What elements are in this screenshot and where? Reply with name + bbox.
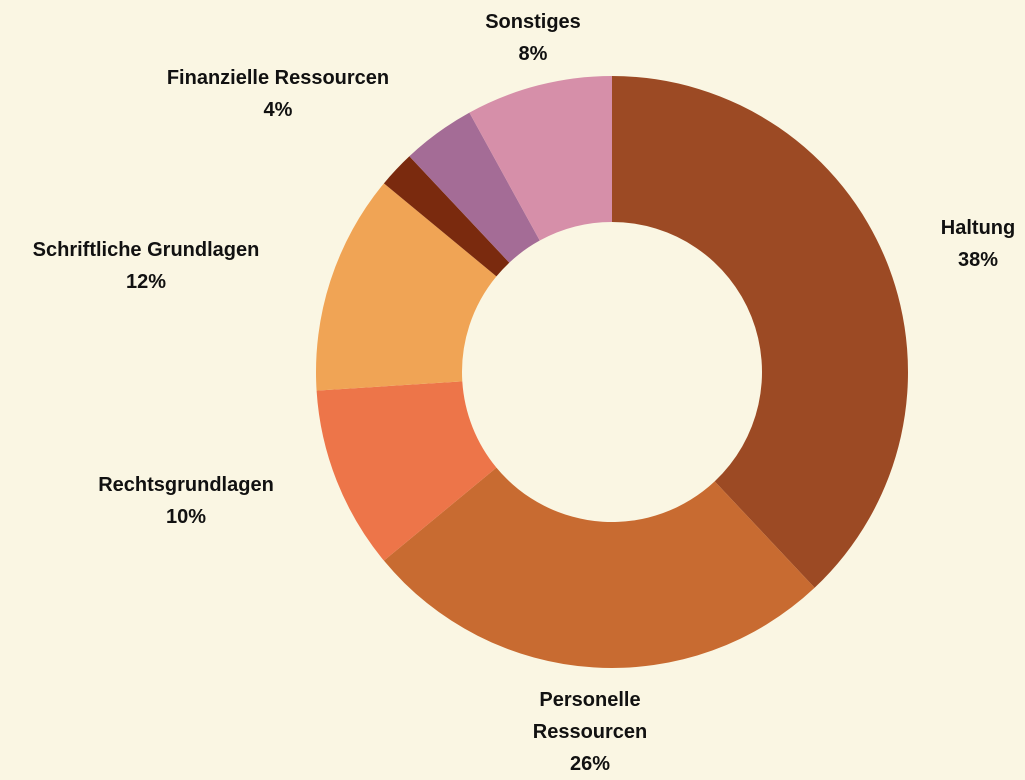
category-label: Schriftliche Grundlagen [32,239,260,261]
slice-label: Rechtsgrundlagen 10% [36,469,336,533]
category-label: Personelle Ressourcen [532,689,648,743]
donut-slice [469,76,612,241]
donut-slice [409,112,540,263]
category-label: Sonstiges [485,11,581,33]
slice-label: Haltung 38% [878,212,1025,276]
donut-slice [316,381,497,561]
value-label: 12% [125,271,167,293]
category-label: Rechtsgrundlagen [98,474,274,496]
value-label: 4% [263,99,293,121]
donut-slice [612,76,908,588]
value-label: 26% [569,753,611,775]
value-label: 8% [518,43,548,65]
slice-label: Schriftliche Grundlagen 12% [0,234,296,298]
donut-slice [316,183,497,391]
slice-label: Sonstiges 8% [433,6,633,70]
category-label: Finanzielle Ressourcen [166,67,390,89]
category-label: Haltung [940,217,1016,239]
slice-label: Finanzielle Ressourcen 4% [128,62,428,126]
value-label: 10% [165,506,207,528]
slice-label: Personelle Ressourcen 26% [510,684,670,780]
donut-slice [383,156,510,277]
donut-slice [383,467,815,668]
value-label: 38% [957,249,999,271]
